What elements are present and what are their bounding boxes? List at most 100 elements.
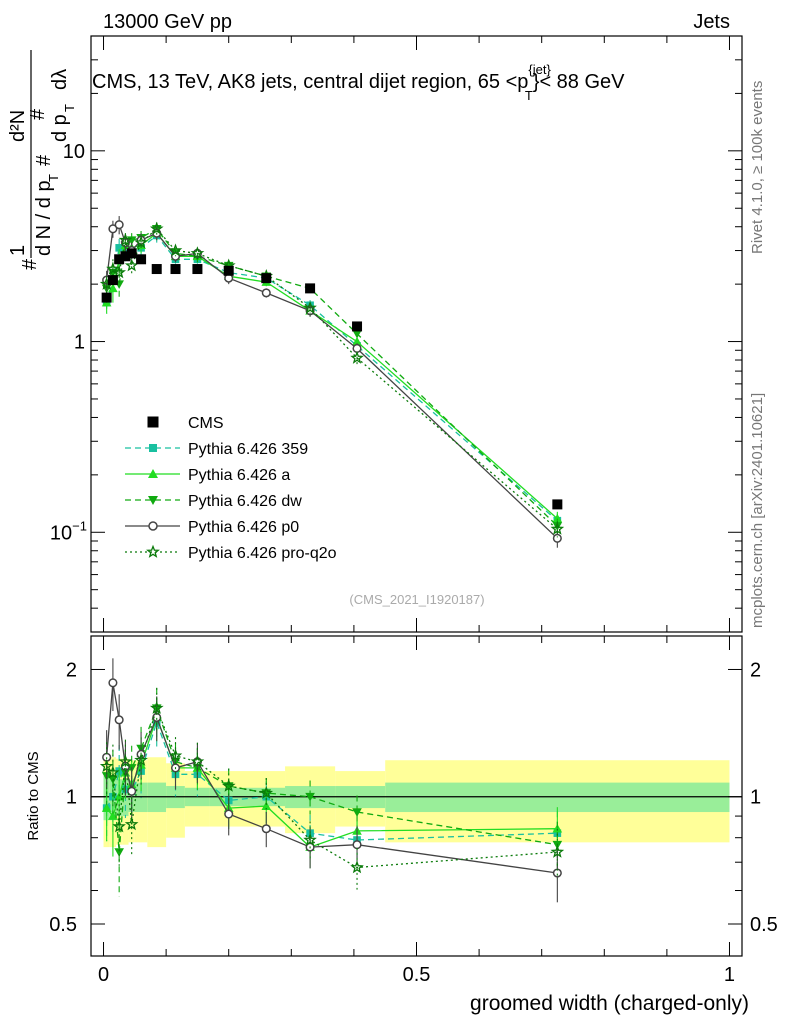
point-data	[101, 292, 112, 303]
point-p359	[115, 244, 123, 252]
ratio-series-pq2o	[99, 687, 565, 890]
point-pq2o	[134, 235, 148, 249]
ratio-point-pa	[261, 801, 272, 810]
ratio-point-pdw	[114, 848, 124, 857]
svg-text:d N / d p: d N / d p	[33, 180, 55, 256]
x-tick-label: 1	[724, 964, 735, 986]
legend-marker-pp0	[148, 521, 158, 531]
ratio-point-pp0	[261, 824, 271, 834]
ratio-point-pq2o	[550, 844, 565, 858]
ratio-y-tick-label: 1	[66, 787, 77, 809]
point-pq2o	[190, 246, 205, 260]
legend-label-pdw: Pythia 6.426 dw	[188, 493, 302, 510]
x-axis: 0 0.5 1	[98, 36, 735, 986]
main-y-tick-label: 10−1	[50, 518, 87, 544]
legend-entry-data: CMS	[147, 415, 224, 432]
point-data	[114, 254, 125, 265]
point-pq2o	[350, 350, 364, 364]
ratio-y-tick-label: 0.5	[49, 914, 77, 936]
mcplots-label: mcplots.cern.ch [arXiv:2401.10621]	[749, 393, 766, 628]
point-pq2o	[550, 521, 565, 535]
ratio-point-pq2o	[303, 832, 317, 846]
legend-label-data: CMS	[188, 415, 224, 432]
ratio-point-pp0	[108, 678, 118, 688]
y-axis-label-ratio: Ratio to CMS	[25, 751, 42, 840]
ratio-point-pq2o	[99, 759, 114, 773]
main-y-tick-label: 10	[63, 141, 85, 163]
point-data	[192, 264, 203, 275]
ratio-y-axis: 0.5 0.5 1 1 2 2	[49, 659, 778, 936]
ratio-point-pa	[108, 811, 118, 820]
ratio-point-pq2o	[134, 753, 148, 767]
ratio-y-tick-label-right: 2	[750, 659, 761, 681]
svg-text:d²N: d²N	[7, 110, 29, 142]
point-pa	[108, 283, 118, 293]
analysis-id: (CMS_2021_I1920187)	[349, 592, 484, 607]
ratio-point-pq2o	[350, 860, 364, 874]
point-data	[126, 248, 137, 259]
ratio-y-tick-label: 2	[66, 659, 77, 681]
ratio-uncertainty-bands	[91, 757, 742, 848]
ratio-point-pq2o	[190, 754, 205, 768]
ratio-point-pq2o	[149, 701, 164, 714]
point-pq2o	[149, 221, 164, 235]
svg-text:#: #	[33, 154, 55, 166]
rivet-version-label: Rivet 4.1.0, ≥ 100k events	[749, 81, 766, 254]
ratio-point-pq2o	[221, 778, 236, 792]
y-axis-label-main: # 1 d N / d p T # d²N # d p T dλ	[7, 50, 77, 270]
legend-label-pa: Pythia 6.426 a	[188, 467, 290, 484]
ratio-point-pp0	[114, 715, 124, 725]
legend-entry-pdw: Pythia 6.426 dw	[125, 493, 302, 510]
legend-label-pq2o: Pythia 6.426 pro-q2o	[188, 545, 337, 562]
main-series-layer	[99, 216, 565, 548]
ratio-point-pp0	[127, 786, 137, 796]
legend-entry-pa: Pythia 6.426 a	[125, 467, 290, 484]
ratio-point-pq2o	[124, 817, 139, 831]
point-pp0	[261, 288, 271, 298]
legend-marker-pdw	[148, 496, 158, 505]
ratio-line-pdw	[106, 706, 558, 853]
point-data	[120, 251, 131, 262]
point-pq2o	[124, 258, 139, 272]
point-data	[151, 264, 162, 275]
energy-label: 13000 GeV pp	[103, 11, 232, 33]
main-y-tick-label: 1	[74, 332, 85, 354]
point-data	[305, 283, 316, 294]
point-pq2o	[106, 261, 120, 275]
ratio-point-pa	[101, 803, 112, 812]
legend-label-pp0: Pythia 6.426 p0	[188, 519, 299, 536]
point-data	[261, 273, 272, 284]
point-pa	[552, 513, 563, 523]
point-pdw	[352, 329, 362, 339]
legend-marker-p359	[149, 444, 157, 452]
category-label: Jets	[693, 11, 730, 33]
series-data	[101, 248, 563, 510]
point-data	[352, 321, 363, 332]
point-pp0	[114, 220, 124, 230]
point-pdw	[552, 522, 563, 531]
ratio-point-pp0	[352, 840, 362, 850]
ratio-point-pq2o	[112, 819, 126, 833]
series-line-pa	[106, 232, 558, 520]
plot-title: CMS, 13 TeV, AK8 jets, central dijet reg…	[92, 62, 625, 103]
svg-text:1: 1	[7, 245, 29, 256]
main-plot-frame	[90, 35, 743, 633]
svg-text:T: T	[46, 174, 61, 182]
point-data	[107, 275, 118, 286]
point-pq2o	[118, 233, 133, 247]
legend-entry-p359: Pythia 6.426 359	[125, 441, 308, 458]
ratio-point-pdw	[305, 792, 315, 802]
legend: CMS Pythia 6.426 359 Pythia 6.426 a Pythia …	[125, 415, 337, 562]
point-pq2o	[112, 265, 127, 279]
legend-marker-pq2o	[146, 544, 160, 558]
svg-text:d p: d p	[49, 114, 71, 142]
point-pq2o	[303, 300, 317, 314]
point-data	[223, 265, 234, 276]
ratio-point-pq2o	[259, 785, 274, 799]
ratio-series-layer	[99, 658, 565, 903]
x-tick-label: 0	[98, 964, 109, 986]
ratio-point-pq2o	[118, 754, 133, 768]
ratio-y-tick-label-right: 1	[750, 787, 761, 809]
series-line-pdw	[105, 227, 558, 527]
